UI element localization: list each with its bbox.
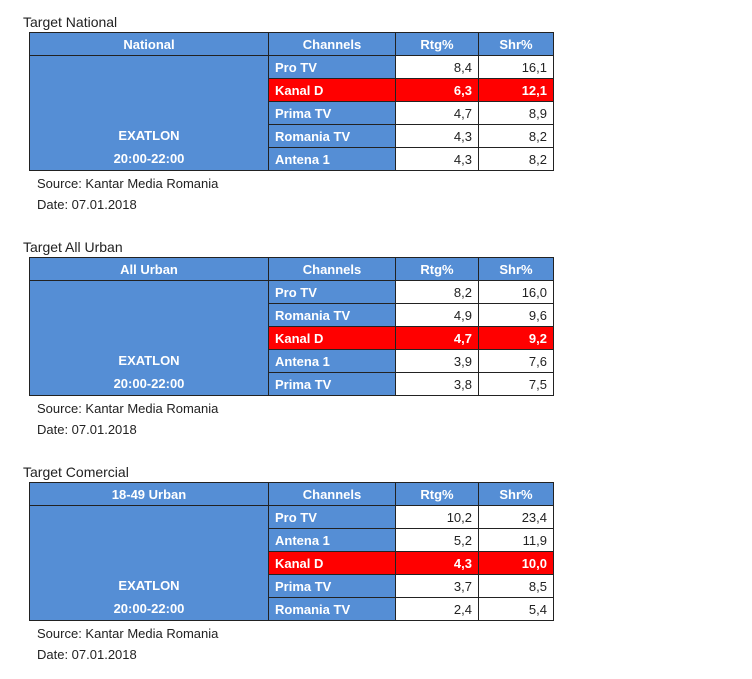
shr-cell: 23,4 (478, 505, 554, 529)
shr-cell: 8,2 (478, 147, 554, 171)
channels-header: Channels (268, 32, 396, 56)
table-row: Antena 1 3,9 7,6 (30, 349, 554, 373)
rtg-cell: 4,7 (395, 101, 479, 125)
section-title: Target National (23, 14, 118, 30)
date-text: Date: 07.01.2018 (37, 197, 137, 212)
shr-cell: 7,5 (478, 372, 554, 396)
rtg-cell: 6,3 (395, 78, 479, 102)
rtg-header: Rtg% (395, 32, 479, 56)
shr-header: Shr% (478, 482, 554, 506)
target-header: All Urban (29, 257, 269, 281)
channel-cell: Romania TV (268, 303, 396, 327)
ratings-table: 18-49 Urban Channels Rtg% Shr% EXATLON 20:… (29, 482, 554, 621)
channel-cell: Antena 1 (268, 528, 396, 552)
section-title: Target All Urban (23, 239, 123, 255)
channel-cell: Kanal D (268, 326, 396, 350)
source-text: Source: Kantar Media Romania (37, 401, 219, 416)
channels-header: Channels (268, 482, 396, 506)
rtg-cell: 4,3 (395, 551, 479, 575)
target-header: National (29, 32, 269, 56)
table-row: Antena 1 4,3 8,2 (30, 147, 554, 171)
shr-header: Shr% (478, 32, 554, 56)
rtg-cell: 5,2 (395, 528, 479, 552)
table-row: EXATLON 20:00-22:00 Pro TV 8,4 16,1 (29, 55, 554, 171)
channel-cell: Pro TV (268, 55, 396, 79)
rtg-header: Rtg% (395, 482, 479, 506)
shr-cell: 16,0 (478, 280, 554, 304)
channel-cell: Romania TV (268, 124, 396, 148)
shr-cell: 10,0 (478, 551, 554, 575)
shr-cell: 9,2 (478, 326, 554, 350)
ratings-table: All Urban Channels Rtg% Shr% EXATLON 20:00… (29, 257, 554, 396)
channel-cell: Kanal D (268, 78, 396, 102)
program-cell: EXATLON 20:00-22:00 (29, 280, 269, 396)
program-time: 20:00-22:00 (113, 376, 185, 391)
section-title: Target Comercial (23, 464, 129, 480)
table-row: Romania TV 4,9 9,6 (30, 303, 554, 327)
shr-cell: 9,6 (478, 303, 554, 327)
shr-cell: 16,1 (478, 55, 554, 79)
source-text: Source: Kantar Media Romania (37, 626, 219, 641)
program-name: EXATLON (118, 128, 180, 143)
rtg-cell: 8,4 (395, 55, 479, 79)
program-name: EXATLON (118, 578, 180, 593)
rtg-cell: 4,3 (395, 147, 479, 171)
table-row: Romania TV 4,3 8,2 (30, 124, 554, 148)
target-header: 18-49 Urban (29, 482, 269, 506)
table-row: Prima TV 3,8 7,5 (30, 372, 554, 396)
channel-cell: Pro TV (268, 280, 396, 304)
rtg-cell: 10,2 (395, 505, 479, 529)
channel-cell: Prima TV (268, 372, 396, 396)
shr-cell: 11,9 (478, 528, 554, 552)
shr-cell: 8,2 (478, 124, 554, 148)
rtg-cell: 4,7 (395, 326, 479, 350)
program-cell: EXATLON 20:00-22:00 (29, 55, 269, 171)
channel-cell: Prima TV (268, 101, 396, 125)
rtg-cell: 3,9 (395, 349, 479, 373)
shr-header: Shr% (478, 257, 554, 281)
date-text: Date: 07.01.2018 (37, 422, 137, 437)
table-header-row: National Channels Rtg% Shr% (29, 32, 554, 56)
rtg-header: Rtg% (395, 257, 479, 281)
program-cell: EXATLON 20:00-22:00 (29, 505, 269, 621)
table-row: EXATLON 20:00-22:00 Pro TV 8,2 16,0 (29, 280, 554, 396)
program-time: 20:00-22:00 (113, 151, 185, 166)
rtg-cell: 3,8 (395, 372, 479, 396)
channel-cell: Antena 1 (268, 147, 396, 171)
channel-cell: Antena 1 (268, 349, 396, 373)
channel-cell: Pro TV (268, 505, 396, 529)
channel-cell: Prima TV (268, 574, 396, 598)
shr-cell: 8,9 (478, 101, 554, 125)
shr-cell: 5,4 (478, 597, 554, 621)
channels-header: Channels (268, 257, 396, 281)
rtg-cell: 4,9 (395, 303, 479, 327)
table-row: Prima TV 4,7 8,9 (30, 101, 554, 125)
rtg-cell: 2,4 (395, 597, 479, 621)
table-header-row: 18-49 Urban Channels Rtg% Shr% (29, 482, 554, 506)
table-row: Kanal D 4,7 9,2 (30, 326, 554, 350)
program-time: 20:00-22:00 (113, 601, 185, 616)
rtg-cell: 3,7 (395, 574, 479, 598)
table-row: Kanal D 6,3 12,1 (30, 78, 554, 102)
channel-cell: Romania TV (268, 597, 396, 621)
table-row: Romania TV 2,4 5,4 (30, 597, 554, 621)
program-name: EXATLON (118, 353, 180, 368)
shr-cell: 12,1 (478, 78, 554, 102)
shr-cell: 8,5 (478, 574, 554, 598)
rtg-cell: 4,3 (395, 124, 479, 148)
table-row: Prima TV 3,7 8,5 (30, 574, 554, 598)
ratings-table: National Channels Rtg% Shr% EXATLON 20:00-… (29, 32, 554, 171)
date-text: Date: 07.01.2018 (37, 647, 137, 662)
rtg-cell: 8,2 (395, 280, 479, 304)
table-header-row: All Urban Channels Rtg% Shr% (29, 257, 554, 281)
table-row: Kanal D 4,3 10,0 (30, 551, 554, 575)
table-row: EXATLON 20:00-22:00 Pro TV 10,2 23,4 (29, 505, 554, 621)
source-text: Source: Kantar Media Romania (37, 176, 219, 191)
channel-cell: Kanal D (268, 551, 396, 575)
shr-cell: 7,6 (478, 349, 554, 373)
